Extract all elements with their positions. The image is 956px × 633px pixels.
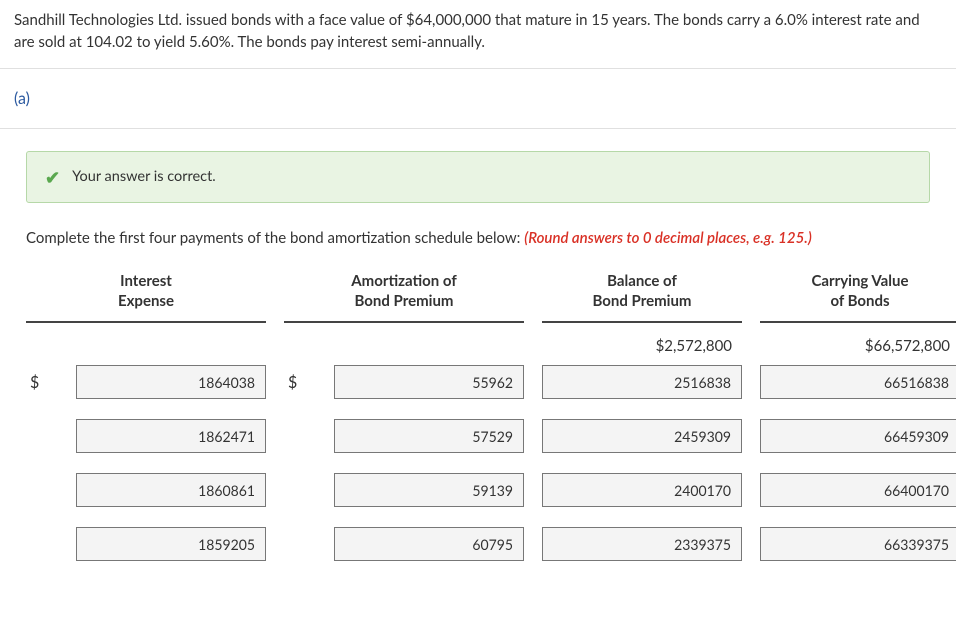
dollar-sign: $ (284, 373, 316, 392)
header-col4-line1: Carrying Value (812, 272, 909, 290)
interest-input[interactable] (76, 419, 266, 453)
instruction-line: Complete the first four payments of the … (26, 229, 930, 247)
part-label: (a) (0, 69, 956, 129)
header-interest-expense: Interest Expense (26, 271, 266, 324)
feedback-correct-box: ✔ Your answer is correct. (26, 151, 930, 203)
header-col1-line2: Expense (118, 292, 174, 310)
initial-carrying: $66,572,800 (760, 323, 956, 365)
problem-statement: Sandhill Technologies Ltd. issued bonds … (0, 0, 956, 69)
header-amortization: Amortization of Bond Premium (284, 271, 524, 324)
interest-input[interactable] (76, 365, 266, 399)
carrying-input[interactable] (760, 473, 956, 507)
check-icon: ✔ (45, 168, 60, 186)
amortization-input[interactable] (334, 527, 524, 561)
instruction-prefix: Complete the first four payments of the … (26, 229, 524, 247)
balance-input[interactable] (542, 473, 742, 507)
amortization-input[interactable] (334, 365, 524, 399)
interest-input[interactable] (76, 527, 266, 561)
part-label-text: (a) (14, 89, 30, 108)
header-col2-line2: Bond Premium (355, 292, 454, 310)
amortization-input[interactable] (334, 419, 524, 453)
content-area: ✔ Your answer is correct. Complete the f… (0, 129, 956, 592)
initial-balance: $2,572,800 (542, 323, 742, 365)
interest-input[interactable] (76, 473, 266, 507)
balance-input[interactable] (542, 419, 742, 453)
instruction-note: (Round answers to 0 decimal places, e.g.… (524, 229, 812, 247)
balance-input[interactable] (542, 527, 742, 561)
carrying-input[interactable] (760, 365, 956, 399)
balance-input[interactable] (542, 365, 742, 399)
problem-text: Sandhill Technologies Ltd. issued bonds … (14, 11, 920, 51)
carrying-input[interactable] (760, 419, 956, 453)
dollar-sign: $ (26, 373, 58, 392)
header-col3-line2: Bond Premium (593, 292, 692, 310)
header-col4-line2: of Bonds (830, 292, 889, 310)
header-col1-line1: Interest (120, 272, 172, 290)
header-carrying: Carrying Value of Bonds (760, 271, 956, 324)
header-balance: Balance of Bond Premium (542, 271, 742, 324)
feedback-text: Your answer is correct. (72, 168, 216, 185)
header-col2-line1: Amortization of (351, 272, 456, 290)
amortization-input[interactable] (334, 473, 524, 507)
amortization-table: Interest Expense Amortization of Bond Pr… (26, 271, 930, 582)
carrying-input[interactable] (760, 527, 956, 561)
header-col3-line1: Balance of (607, 272, 677, 290)
